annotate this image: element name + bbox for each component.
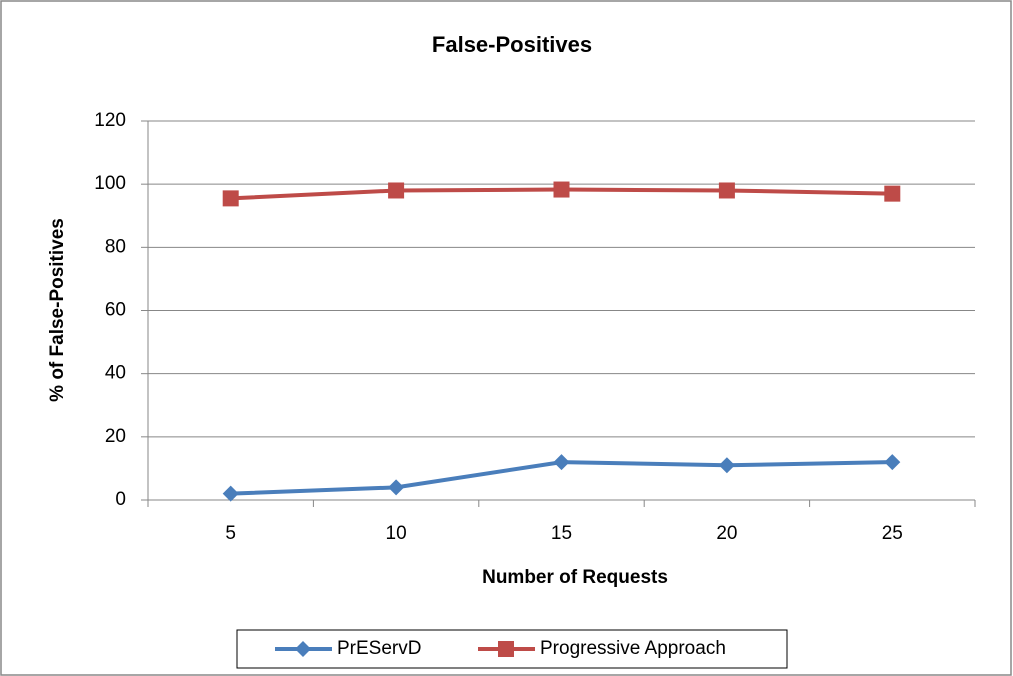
marker: [718, 182, 735, 199]
x-tick-label: 25: [882, 523, 903, 544]
marker: [553, 454, 570, 471]
legend-label: PrEServD: [337, 638, 421, 659]
y-axis-label: % of False-Positives: [47, 218, 68, 402]
marker: [718, 457, 735, 474]
y-tick-label: 40: [105, 363, 126, 384]
y-tick-label: 80: [105, 236, 126, 257]
x-tick-label: 5: [225, 523, 236, 544]
marker: [222, 485, 239, 502]
y-tick-label: 20: [105, 426, 126, 447]
marker: [388, 182, 405, 199]
marker: [388, 479, 405, 496]
legend-marker: [295, 641, 311, 657]
legend-label: Progressive Approach: [540, 638, 726, 659]
marker: [222, 190, 239, 207]
marker: [884, 185, 901, 202]
marker: [884, 454, 901, 471]
legend-marker: [498, 641, 514, 657]
x-tick-label: 10: [386, 523, 407, 544]
chart-title: False-Positives: [432, 32, 592, 57]
x-tick-label: 15: [551, 523, 572, 544]
y-tick-label: 60: [105, 300, 126, 321]
y-tick-label: 0: [115, 489, 126, 510]
y-tick-label: 120: [94, 110, 126, 131]
x-axis-label: Number of Requests: [482, 567, 668, 588]
y-tick-label: 100: [94, 173, 126, 194]
marker: [553, 181, 570, 198]
x-tick-label: 20: [716, 523, 737, 544]
